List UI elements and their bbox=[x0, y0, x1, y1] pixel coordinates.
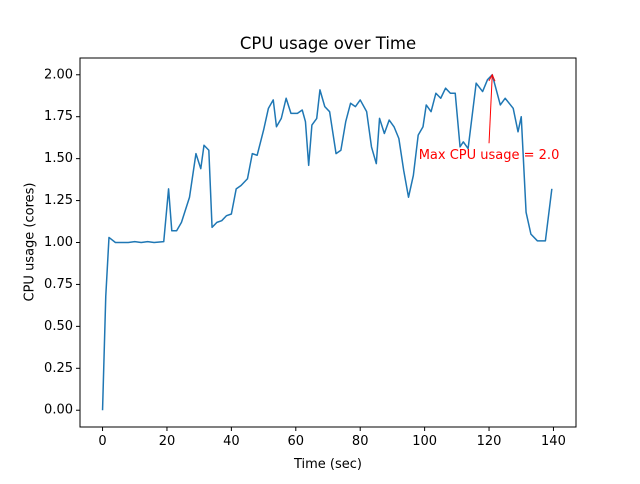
x-tick-label: 20 bbox=[159, 434, 176, 449]
y-tick-label: 0.25 bbox=[44, 361, 73, 376]
y-tick-label: 1.75 bbox=[44, 109, 73, 124]
y-tick-label: 0.00 bbox=[44, 403, 73, 418]
y-tick-label: 0.50 bbox=[44, 319, 73, 334]
annotation-arrow bbox=[488, 74, 493, 144]
y-tick-label: 2.00 bbox=[44, 67, 73, 82]
y-tick-label: 0.75 bbox=[44, 277, 73, 292]
data-line bbox=[101, 74, 553, 411]
x-tick-label: 140 bbox=[541, 434, 566, 449]
y-tick-label: 1.50 bbox=[44, 151, 73, 166]
x-tick-label: 100 bbox=[412, 434, 437, 449]
annotation-arrowhead bbox=[488, 73, 496, 82]
chart-title: CPU usage over Time bbox=[240, 34, 416, 53]
x-axis-label: Time (sec) bbox=[293, 457, 362, 472]
x-tick-label: 60 bbox=[288, 434, 305, 449]
x-tick-label: 120 bbox=[477, 434, 502, 449]
y-axis-label: CPU usage (cores) bbox=[23, 183, 38, 302]
x-tick-label: 40 bbox=[223, 434, 240, 449]
plot-frame bbox=[79, 57, 577, 428]
annotation-text: Max CPU usage = 2.0 bbox=[419, 148, 560, 163]
x-tick-label: 80 bbox=[352, 434, 369, 449]
x-tick-label: 0 bbox=[98, 434, 106, 449]
y-tick-label: 1.25 bbox=[44, 193, 73, 208]
y-tick-label: 1.00 bbox=[44, 235, 73, 250]
